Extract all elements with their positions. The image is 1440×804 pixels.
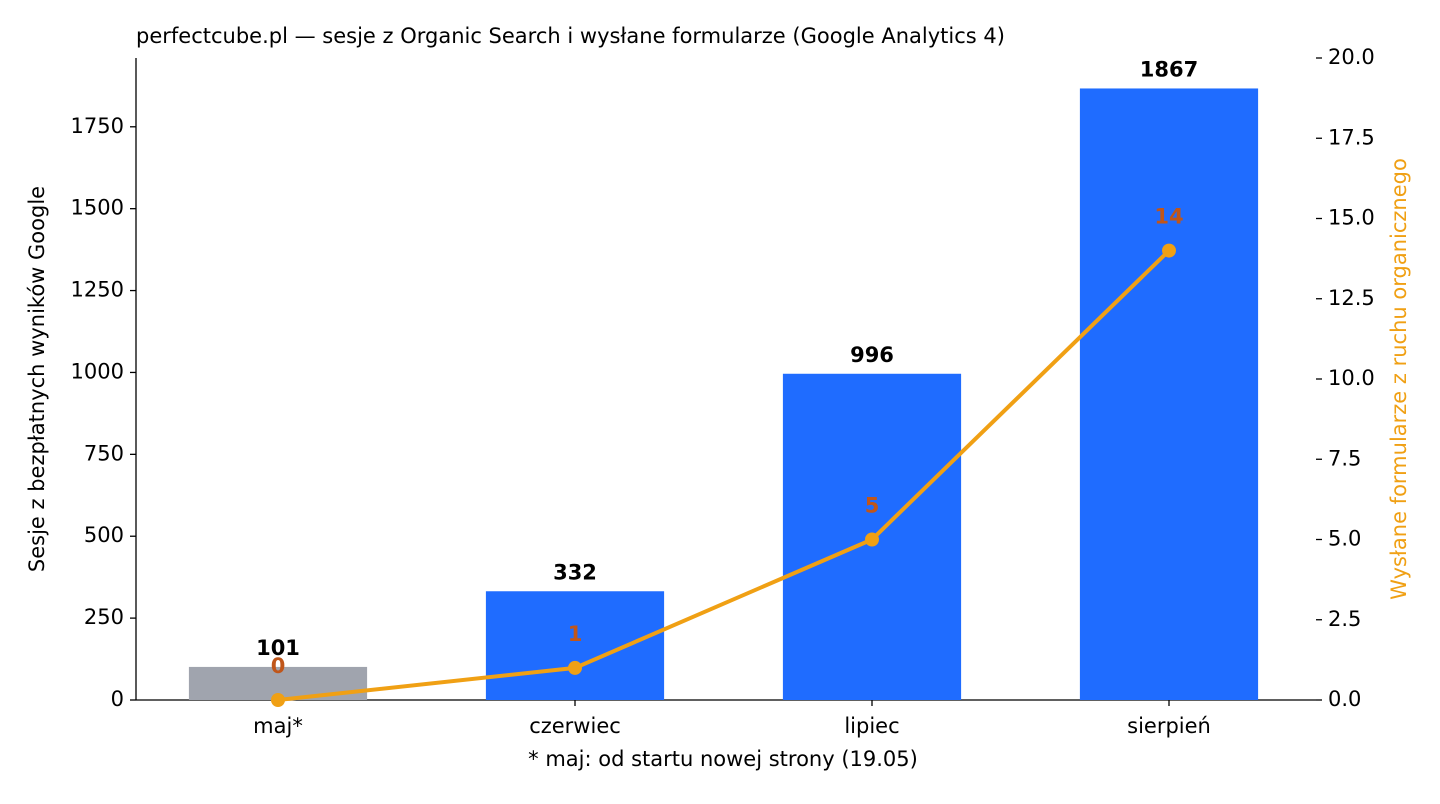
bar [1079, 88, 1259, 701]
y2-tick-label: 7.5 [1328, 446, 1361, 470]
bar [485, 591, 665, 700]
y2-tick-label: 15.0 [1328, 206, 1375, 230]
line-point [1162, 243, 1176, 258]
y-tick-label: 1250 [71, 278, 124, 302]
y2-tick-label: 0.0 [1328, 687, 1361, 711]
y-tick-label: 500 [84, 523, 124, 547]
bar-value-label: 101 [256, 636, 300, 660]
line-point [568, 660, 582, 675]
y2-tick-label: 17.5 [1328, 125, 1375, 149]
chart-title: perfectcube.pl — sesje z Organic Search … [136, 24, 1005, 48]
line-value-label: 1 [568, 622, 583, 646]
line-point [865, 532, 879, 547]
bar-value-label: 1867 [1140, 57, 1198, 81]
y2-tick-label: 2.5 [1328, 607, 1361, 631]
x-tick-label: maj* [253, 714, 303, 738]
y2-tick-label: 12.5 [1328, 286, 1375, 310]
y-tick-label: 1750 [71, 114, 124, 138]
y-axis-label: Sesje z bezpłatnych wyników Google [25, 186, 49, 572]
bar-value-label: 332 [553, 560, 597, 584]
y-tick-label: 1000 [71, 359, 124, 383]
line [277, 249, 1171, 702]
x-tick-label: lipiec [844, 714, 899, 738]
line-point [271, 693, 285, 707]
x-tick-label: czerwiec [529, 714, 621, 738]
y-tick-label: 0 [111, 687, 124, 711]
y-tick-label: 1500 [71, 196, 124, 220]
y2-tick-label: 5.0 [1328, 527, 1361, 551]
y2-tick-label: 20.0 [1328, 45, 1375, 69]
line-value-label: 5 [865, 494, 880, 518]
y2-tick-label: 10.0 [1328, 366, 1375, 390]
bar-value-label: 996 [850, 343, 894, 367]
x-tick-label: sierpień [1127, 714, 1211, 738]
x-axis-label: * maj: od startu nowej strony (19.05) [528, 747, 918, 771]
y-tick-label: 250 [84, 605, 124, 629]
y-tick-label: 750 [84, 441, 124, 465]
line-value-label: 14 [1154, 205, 1183, 229]
line-value-label: 0 [271, 654, 286, 678]
y2-axis-label: Wysłane formularze z ruchu organicznego [1387, 158, 1411, 600]
